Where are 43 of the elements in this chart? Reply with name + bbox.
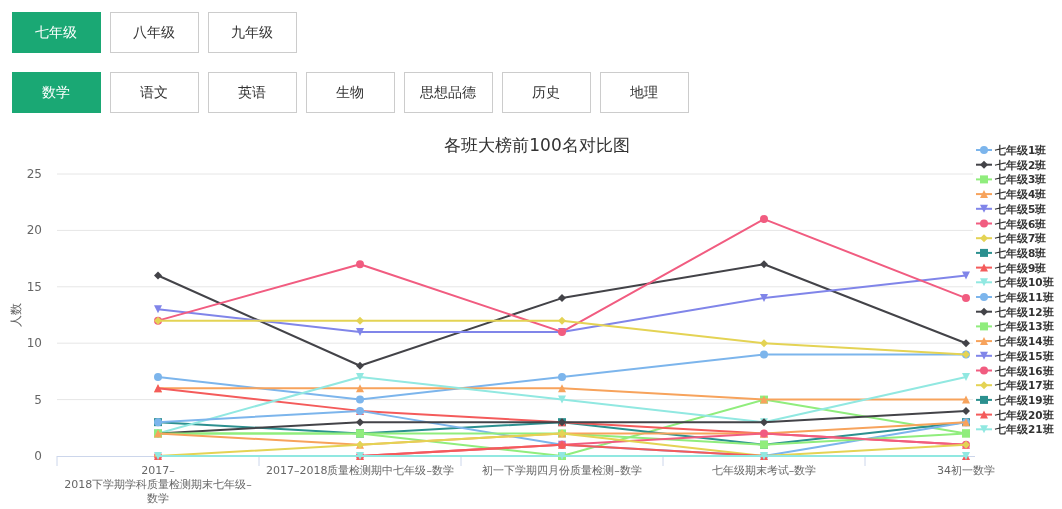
- button: 生物: [306, 72, 395, 113]
- legend-label: 七年级15班: [994, 349, 1054, 362]
- y-tick-label: 20: [26, 223, 42, 238]
- legend-label: 七年级9班: [994, 261, 1047, 274]
- button: 九年级: [208, 12, 297, 53]
- x-tick-label: 2017–2018质量检测期中七年级–数学: [266, 464, 454, 477]
- legend-label: 七年级1班: [994, 144, 1047, 156]
- x-tick-label: 34初一数学: [937, 464, 995, 477]
- x-tick-label: 初一下学期四月份质量检测–数学: [482, 464, 642, 477]
- legend-label: 七年级21班: [994, 423, 1054, 436]
- x-tick-label: 2017–2018下学期学科质量检测期末七年级–数学: [64, 464, 252, 505]
- legend-label: 七年级5班: [994, 202, 1047, 215]
- legend-label: 七年级12班: [994, 305, 1054, 318]
- legend-label: 七年级11班: [994, 291, 1054, 303]
- x-tick-label: 七年级期末考试–数学: [711, 464, 817, 477]
- legend-label: 七年级2班: [994, 158, 1047, 171]
- y-tick-label: 10: [26, 336, 42, 351]
- button: 历史: [502, 72, 591, 113]
- legend-label: 七年级20班: [994, 408, 1054, 421]
- legend-label: 七年级13班: [994, 320, 1054, 333]
- button: 思想品德: [404, 72, 493, 113]
- legend-label: 七年级16班: [994, 364, 1054, 377]
- legend-label: 七年级19班: [994, 393, 1054, 406]
- button: 数学: [12, 72, 101, 113]
- button: 地理: [600, 72, 689, 113]
- y-tick-label: 0: [34, 449, 42, 463]
- legend-label: 七年级17班: [994, 379, 1054, 392]
- y-tick-label: 15: [26, 279, 42, 294]
- legend-label: 七年级7班: [994, 232, 1047, 245]
- button: 语文: [110, 72, 199, 113]
- legend-label: 七年级14班: [994, 335, 1054, 348]
- legend-label: 七年级10班: [994, 276, 1054, 289]
- y-tick-label: 25: [26, 167, 42, 181]
- y-axis-title: 人数: [9, 303, 23, 327]
- button: 七年级: [12, 12, 101, 53]
- button: 八年级: [110, 12, 199, 53]
- legend-label: 七年级8班: [994, 246, 1047, 259]
- legend-label: 七年级6班: [994, 217, 1047, 230]
- legend-label: 七年级4班: [994, 188, 1047, 201]
- button: 英语: [208, 72, 297, 113]
- chart-title: 各班大榜前100名对比图: [444, 135, 630, 155]
- legend-label: 七年级3班: [994, 173, 1047, 186]
- y-tick-label: 5: [34, 392, 42, 407]
